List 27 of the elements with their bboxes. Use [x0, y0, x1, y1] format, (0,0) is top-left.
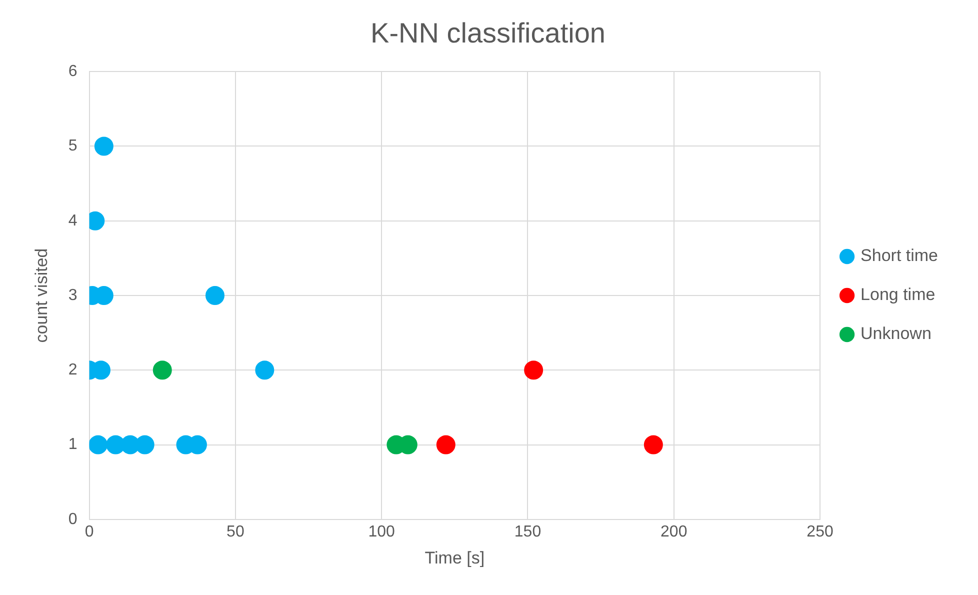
legend-label: Short time: [860, 246, 938, 266]
point: [644, 435, 663, 454]
x-tick-label: 200: [660, 523, 688, 540]
point: [152, 360, 172, 380]
y-tick-label: 6: [68, 63, 78, 80]
y-tick-label: 5: [68, 138, 78, 155]
x-tick-label: 250: [806, 523, 834, 540]
legend-label: Unknown: [860, 324, 932, 344]
y-tick-label: 2: [68, 362, 78, 379]
y-tick-label: 3: [68, 286, 78, 304]
y-tick-label: 1: [68, 436, 78, 454]
point: [89, 435, 108, 454]
point: [524, 360, 544, 380]
y-tick-label: 0: [68, 510, 78, 528]
x-tick-label: 50: [226, 523, 244, 540]
x-tick-label: 100: [368, 523, 396, 540]
point: [94, 136, 114, 156]
x-axis-title: Time [s]: [424, 548, 485, 568]
x-tick-label: 150: [514, 523, 542, 540]
legend-label: Long time: [860, 285, 936, 304]
y-tick-label: 4: [68, 212, 78, 230]
y-axis-title: count visited: [32, 248, 51, 343]
point: [436, 435, 456, 454]
x-tick-label: 0: [84, 523, 94, 540]
point: [255, 360, 274, 380]
point: [205, 286, 224, 305]
chart-title: K-NN classification: [370, 18, 606, 49]
